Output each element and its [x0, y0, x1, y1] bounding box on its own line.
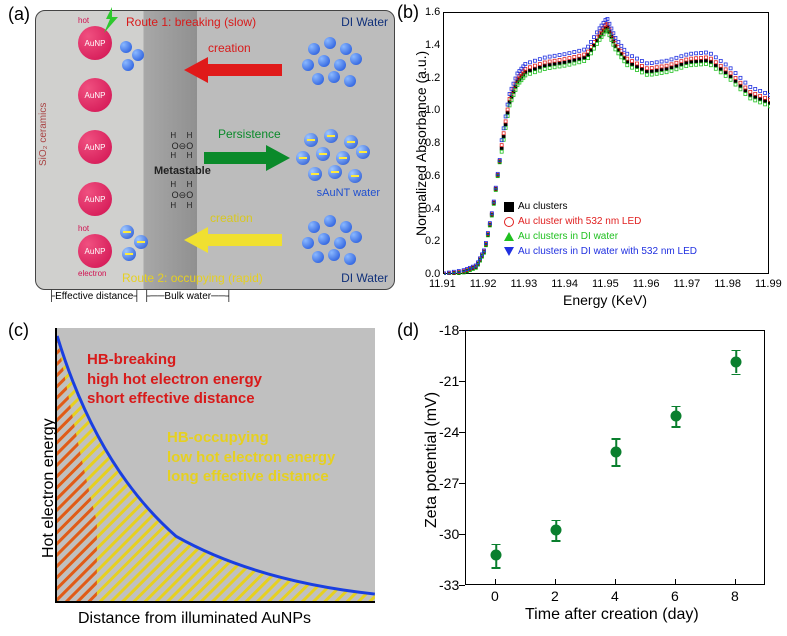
red-arrow-icon	[184, 57, 282, 83]
lightning-icon	[100, 7, 124, 33]
route2-label: Route 2: occupying (rapid)	[122, 271, 263, 285]
pc-yellow-text: HB-occupying low hot electron energy lon…	[167, 428, 335, 487]
cluster-saunt	[296, 129, 378, 187]
panel-c-label: (c)	[8, 320, 29, 341]
saunt-label: sAuNT water	[317, 187, 380, 199]
panel-b: (b) Au clusters Au cluster with 532 nm L…	[395, 0, 787, 300]
yellow-arrow-icon	[184, 227, 282, 253]
aunp-2: AuNP	[78, 78, 112, 112]
panel-c: (c) HB-breaking high hot electron energy…	[0, 318, 395, 636]
cluster-di-top	[298, 37, 378, 97]
sio2-label: SiO₂ ceramics	[38, 103, 49, 166]
legend-b: Au clusters Au cluster with 532 nm LED A…	[504, 199, 697, 259]
panel-b-label: (b)	[397, 2, 419, 23]
panel-a: (a) AuNPhot AuNP AuNP AuNP AuNPhotelectr…	[0, 0, 395, 300]
chart-b-xlabel: Energy (KeV)	[563, 292, 647, 308]
figure: (a) AuNPhot AuNP AuNP AuNP AuNPhotelectr…	[0, 0, 787, 636]
chart-d-ylabel: Zeta potential (mV)	[423, 392, 441, 528]
aunp-column: AuNPhot AuNP AuNP AuNP AuNPhotelectron	[78, 26, 112, 286]
panel-a-label: (a)	[8, 4, 30, 25]
creation-yellow-label: creation	[210, 211, 253, 225]
chart-b-area: Au clusters Au cluster with 532 nm LED A…	[443, 12, 769, 274]
creation-red-label: creation	[208, 41, 251, 55]
persistence-label: Persistence	[218, 127, 281, 141]
panel-c-box: HB-breaking high hot electron energy sho…	[55, 328, 375, 603]
panel-a-diagram: AuNPhot AuNP AuNP AuNP AuNPhotelectron S…	[35, 10, 395, 290]
left-cluster-2	[120, 225, 150, 265]
route1-label: Route 1: breaking (slow)	[126, 15, 256, 29]
left-cluster-1	[120, 41, 150, 81]
aunp-4: AuNP	[78, 182, 112, 216]
di-water-label-bottom: DI Water	[341, 271, 388, 285]
pc-xlabel: Distance from illuminated AuNPs	[78, 610, 311, 628]
green-arrow-icon	[204, 145, 290, 171]
aunp-5: AuNPhotelectron	[78, 234, 112, 268]
di-water-label-top: DI Water	[341, 15, 388, 29]
panel-d-label: (d)	[397, 320, 419, 341]
chart-d-area	[465, 330, 765, 585]
panel-d: (d) Zeta potential (mV) Time after creat…	[395, 318, 787, 636]
aunp-3: AuNP	[78, 130, 112, 164]
chart-d-xlabel: Time after creation (day)	[525, 606, 699, 624]
cluster-di-bottom	[298, 215, 378, 273]
pc-ylabel: Hot electron energy	[40, 418, 58, 558]
pc-red-text: HB-breaking high hot electron energy sho…	[87, 350, 262, 409]
eff-dist-label: ├Effective distance┤ ├──Bulk water──┤	[48, 291, 232, 302]
metastable-box: H H O⊖O H H Metastable H H O⊖O H H	[154, 131, 211, 210]
